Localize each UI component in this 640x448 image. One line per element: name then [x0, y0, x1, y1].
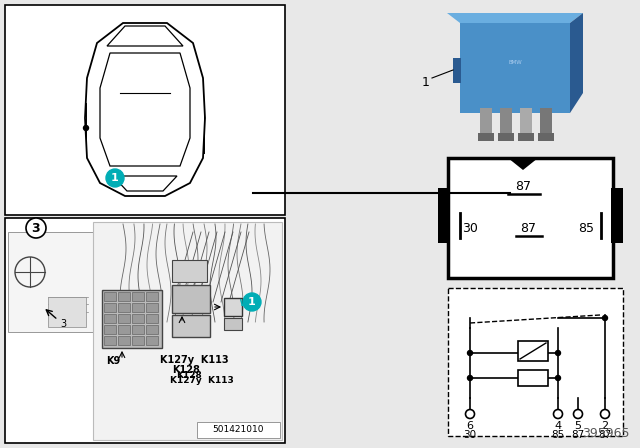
Circle shape	[556, 375, 561, 380]
Polygon shape	[508, 158, 538, 170]
Bar	[118, 292, 130, 301]
Bar	[538, 133, 554, 141]
Text: 87: 87	[515, 180, 531, 193]
Circle shape	[83, 125, 88, 130]
Bar	[118, 336, 130, 345]
Bar	[480, 108, 492, 138]
Text: 87: 87	[572, 430, 584, 440]
Bar	[5, 218, 285, 443]
Bar	[478, 133, 494, 141]
Bar	[118, 303, 130, 312]
Text: K128: K128	[176, 371, 202, 380]
Text: 501421010: 501421010	[212, 426, 264, 435]
Bar	[518, 133, 534, 141]
Circle shape	[243, 293, 261, 311]
Polygon shape	[570, 13, 583, 113]
Circle shape	[602, 315, 607, 320]
Bar	[518, 341, 548, 361]
Text: 87: 87	[598, 430, 612, 440]
Text: K127y  K113: K127y K113	[170, 376, 234, 385]
Text: K128: K128	[172, 365, 200, 375]
Bar	[224, 298, 242, 316]
Bar	[172, 285, 210, 313]
Bar	[197, 422, 280, 438]
Circle shape	[106, 169, 124, 187]
Text: 4: 4	[554, 421, 561, 431]
Bar	[5, 5, 285, 215]
Text: BMW: BMW	[508, 60, 522, 65]
Text: 3: 3	[32, 221, 40, 234]
Bar	[132, 325, 144, 334]
Bar	[518, 370, 548, 386]
Bar	[146, 325, 158, 334]
Bar	[500, 108, 512, 138]
Bar	[520, 108, 532, 138]
Text: 3: 3	[60, 319, 66, 329]
Polygon shape	[447, 13, 583, 23]
Text: 395965: 395965	[582, 427, 630, 440]
Bar	[8, 232, 93, 332]
Bar	[104, 292, 116, 301]
Bar	[132, 303, 144, 312]
Bar	[48, 297, 86, 327]
Bar	[172, 315, 210, 337]
Text: K9: K9	[106, 356, 120, 366]
Circle shape	[467, 375, 472, 380]
Bar	[460, 23, 570, 113]
Bar	[224, 318, 242, 330]
Text: 6: 6	[467, 421, 474, 431]
Bar	[498, 133, 514, 141]
Bar	[448, 158, 613, 278]
Bar	[104, 325, 116, 334]
Bar	[540, 108, 552, 138]
Circle shape	[26, 218, 46, 238]
Text: 85: 85	[578, 221, 594, 234]
Bar	[453, 58, 461, 83]
Text: 30: 30	[462, 221, 478, 234]
Bar	[438, 188, 450, 243]
Bar	[146, 303, 158, 312]
Bar	[93, 222, 282, 440]
Circle shape	[467, 350, 472, 356]
Bar	[118, 314, 130, 323]
Text: 87: 87	[520, 221, 536, 234]
Bar	[146, 336, 158, 345]
Bar	[132, 292, 144, 301]
Bar	[104, 303, 116, 312]
Text: 1: 1	[422, 77, 430, 90]
Bar	[146, 314, 158, 323]
Bar	[104, 314, 116, 323]
Circle shape	[556, 350, 561, 356]
Bar	[132, 314, 144, 323]
Bar	[102, 290, 162, 348]
Text: 5: 5	[575, 421, 582, 431]
Text: 30: 30	[463, 430, 477, 440]
Bar	[146, 292, 158, 301]
Text: 2: 2	[602, 421, 609, 431]
Text: K127y  K113: K127y K113	[160, 355, 228, 365]
Bar	[132, 336, 144, 345]
Bar	[104, 336, 116, 345]
Bar	[118, 325, 130, 334]
Bar	[448, 288, 623, 436]
Text: 1: 1	[248, 297, 256, 307]
Bar	[611, 188, 623, 243]
Text: 1: 1	[111, 173, 119, 183]
Bar	[172, 260, 207, 282]
Text: 85: 85	[552, 430, 564, 440]
